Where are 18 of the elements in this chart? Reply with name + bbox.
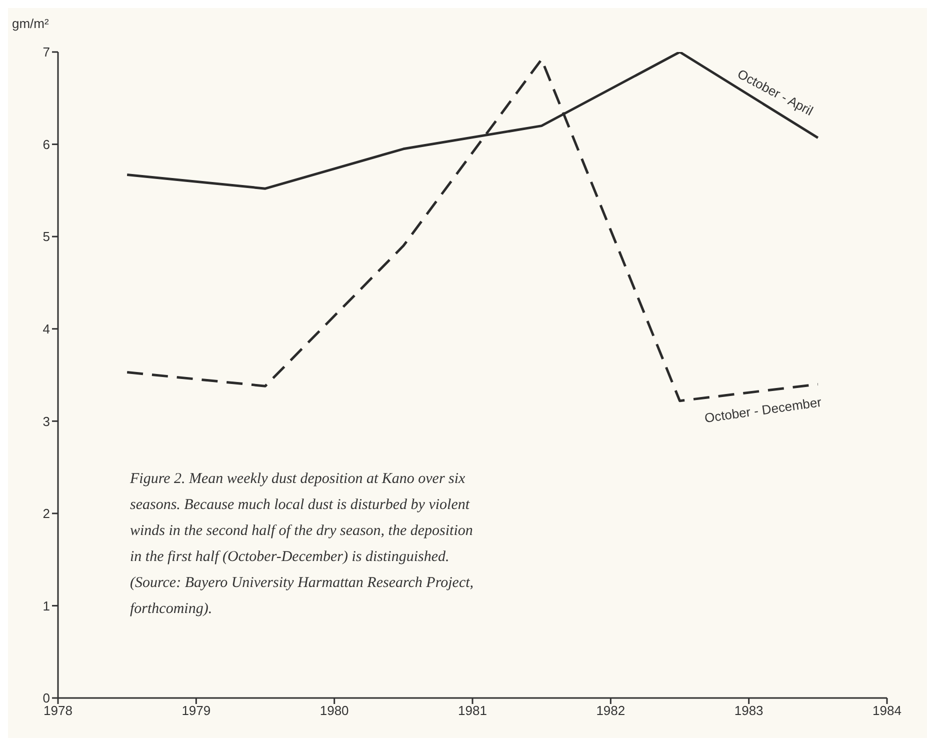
x-tick-label: 1984 xyxy=(872,703,902,718)
y-tick-label: 6 xyxy=(42,136,50,152)
text: October - December xyxy=(704,394,823,426)
y-tick-label: 4 xyxy=(42,321,50,336)
x-tick-label: 1983 xyxy=(734,703,764,718)
y-tick-label: 2 xyxy=(42,506,50,522)
y-tick-label: 3 xyxy=(42,414,50,429)
x-tick-label: 1982 xyxy=(596,703,626,718)
x-tick-label: 1979 xyxy=(182,703,211,718)
x-tick-label: 1978 xyxy=(44,703,72,718)
y-tick-label: 7 xyxy=(42,44,50,60)
y-tick-label: 0 xyxy=(42,690,50,706)
y-tick-label: 5 xyxy=(42,229,50,244)
annotation: Figure 2. Mean weekly dust deposition at Kano over six seasons. Because much local dust is disturbed by violent winds in the second half of the dry season, the deposition in the first half (October-December) is distinguished. (Source: Bayero University Harmattan Research Project, forthcoming). xyxy=(130,470,475,619)
y-tick-label: 1 xyxy=(42,598,50,614)
x-tick-label: 1980 xyxy=(320,703,349,718)
x-tick-label: 1981 xyxy=(458,703,487,718)
y-axis-title: gm/m² xyxy=(12,16,49,31)
